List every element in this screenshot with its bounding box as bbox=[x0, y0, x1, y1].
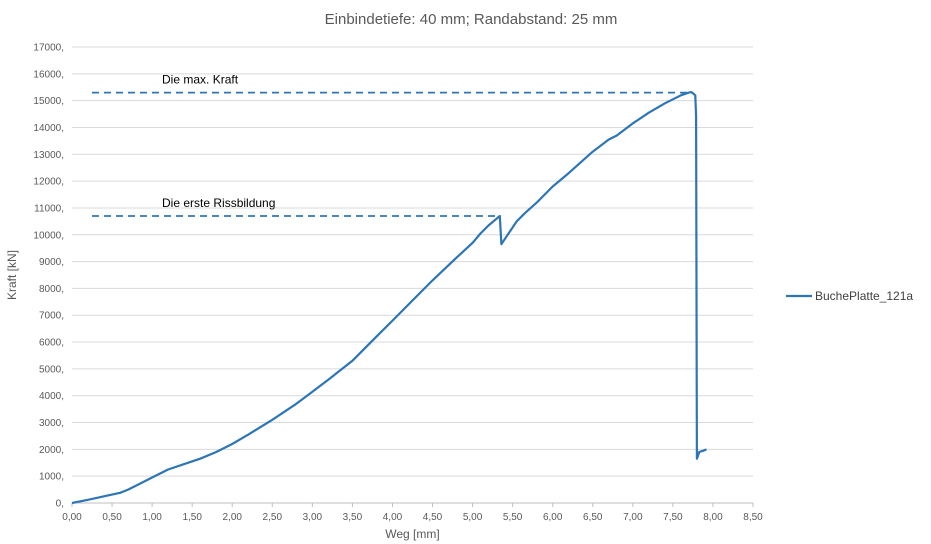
chart-title: Einbindetiefe: 40 mm; Randabstand: 25 mm bbox=[325, 11, 618, 28]
x-tick-label: 4,50 bbox=[423, 512, 443, 523]
x-tick-label: 2,50 bbox=[263, 512, 283, 523]
x-axis-label: Weg [mm] bbox=[385, 527, 439, 541]
x-axis-ticks: 0,00 0,50 1,00 1,50 2,00 2,50 3,00 3,50 4,00 4,50… bbox=[62, 503, 763, 523]
legend-label: BuchePlatte_121a bbox=[815, 289, 913, 303]
y-tick-label: 10000, bbox=[33, 230, 64, 241]
y-tick-label: 8000, bbox=[39, 284, 64, 295]
x-tick-label: 8,50 bbox=[743, 512, 763, 523]
x-tick-label: 2,00 bbox=[223, 512, 243, 523]
y-tick-label: 1000, bbox=[39, 472, 64, 483]
x-tick-label: 7,00 bbox=[623, 512, 643, 523]
series-group bbox=[71, 90, 707, 505]
y-axis-ticks: 0, 1000, 2000, 3000, 4000, 5000, 6000, 7000, 800… bbox=[33, 43, 64, 510]
annotation-label: Die erste Rissbildung bbox=[162, 196, 275, 210]
y-tick-label: 16000, bbox=[33, 69, 64, 80]
y-tick-label: 9000, bbox=[39, 257, 64, 268]
y-tick-label: 14000, bbox=[33, 123, 64, 134]
y-tick-label: 0, bbox=[56, 499, 64, 510]
x-tick-label: 7,50 bbox=[663, 512, 683, 523]
y-tick-label: 7000, bbox=[39, 311, 64, 322]
y-tick-label: 15000, bbox=[33, 96, 64, 107]
y-tick-label: 3000, bbox=[39, 418, 64, 429]
annotations: Die max. Kraft Die erste Rissbildung bbox=[92, 73, 693, 217]
x-tick-label: 0,00 bbox=[62, 512, 82, 523]
x-tick-label: 5,50 bbox=[503, 512, 523, 523]
x-tick-label: 3,50 bbox=[343, 512, 363, 523]
x-tick-label: 0,50 bbox=[102, 512, 122, 523]
y-axis-label: Kraft [kN] bbox=[5, 250, 19, 300]
y-tick-label: 5000, bbox=[39, 364, 64, 375]
annotation-label: Die max. Kraft bbox=[162, 73, 239, 87]
x-tick-label: 6,50 bbox=[583, 512, 603, 523]
x-tick-label: 1,50 bbox=[182, 512, 202, 523]
legend: BuchePlatte_121a bbox=[786, 289, 913, 303]
x-tick-label: 4,00 bbox=[383, 512, 403, 523]
y-tick-label: 12000, bbox=[33, 177, 64, 188]
series-line bbox=[71, 90, 707, 505]
x-tick-label: 5,00 bbox=[463, 512, 483, 523]
y-tick-label: 2000, bbox=[39, 445, 64, 456]
y-tick-label: 17000, bbox=[33, 43, 64, 54]
y-tick-label: 11000, bbox=[34, 203, 64, 214]
y-tick-label: 6000, bbox=[39, 338, 64, 349]
x-tick-label: 8,00 bbox=[703, 512, 723, 523]
x-tick-label: 1,00 bbox=[142, 512, 162, 523]
gridlines bbox=[72, 46, 753, 477]
y-tick-label: 13000, bbox=[33, 150, 64, 161]
x-tick-label: 3,00 bbox=[303, 512, 323, 523]
y-tick-label: 4000, bbox=[39, 391, 64, 402]
x-tick-label: 6,00 bbox=[543, 512, 563, 523]
